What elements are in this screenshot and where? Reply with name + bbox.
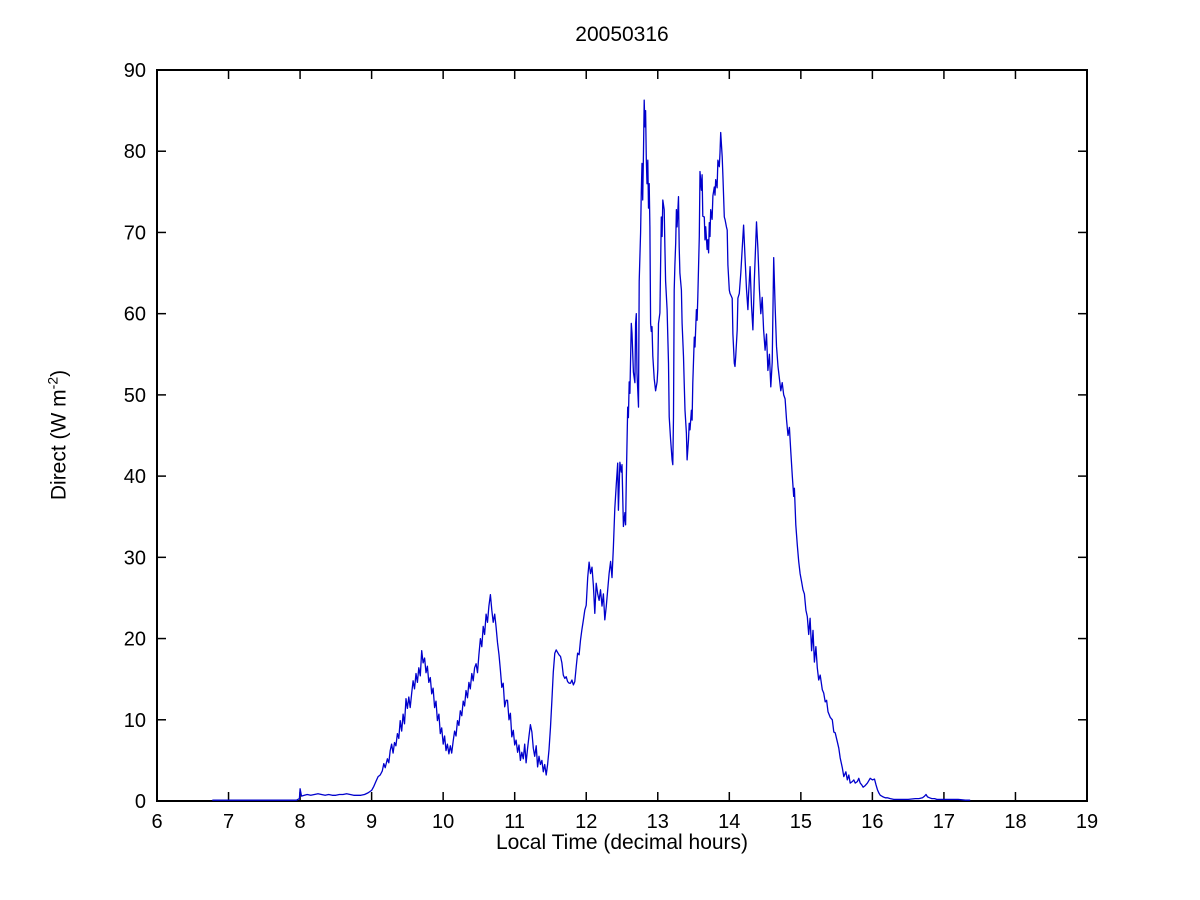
x-tick-label: 12 [575,811,597,833]
x-tick-label: 8 [295,811,306,833]
x-tick-label: 17 [933,811,955,833]
x-axis-label: Local Time (decimal hours) [495,831,749,854]
y-axis-label-text: Direct (W m [47,389,71,501]
y-axis-label: Direct (W m-2) [45,370,72,500]
y-tick-label: 40 [124,466,146,488]
y-tick-label: 50 [124,385,146,407]
x-tick-label: 16 [861,811,883,833]
x-tick-label: 14 [718,811,740,833]
x-tick-label: 10 [432,811,454,833]
x-tick-label: 7 [223,811,234,833]
data-line [212,99,971,801]
y-tick-label: 20 [124,629,146,651]
y-tick-label: 70 [124,222,146,244]
y-tick-label: 80 [124,141,146,163]
x-tick-label: 18 [1004,811,1026,833]
x-tick-label: 9 [366,811,377,833]
x-tick-label: 11 [504,811,525,833]
y-axis-label-close: ) [47,369,71,377]
y-tick-label: 30 [124,547,146,569]
y-axis-label-superscript: -2 [44,376,61,390]
y-tick-label: 60 [124,304,146,326]
plot-box [156,69,1088,802]
y-tick-label: 90 [124,60,146,82]
x-tick-label: 19 [1076,811,1098,833]
y-tick-label: 10 [124,710,146,732]
x-tick-label: 13 [647,811,669,833]
y-tick-label: 0 [135,791,146,813]
chart-title: 20050316 [575,23,669,46]
x-tick-label: 6 [151,811,162,833]
x-tick-label: 15 [790,811,812,833]
